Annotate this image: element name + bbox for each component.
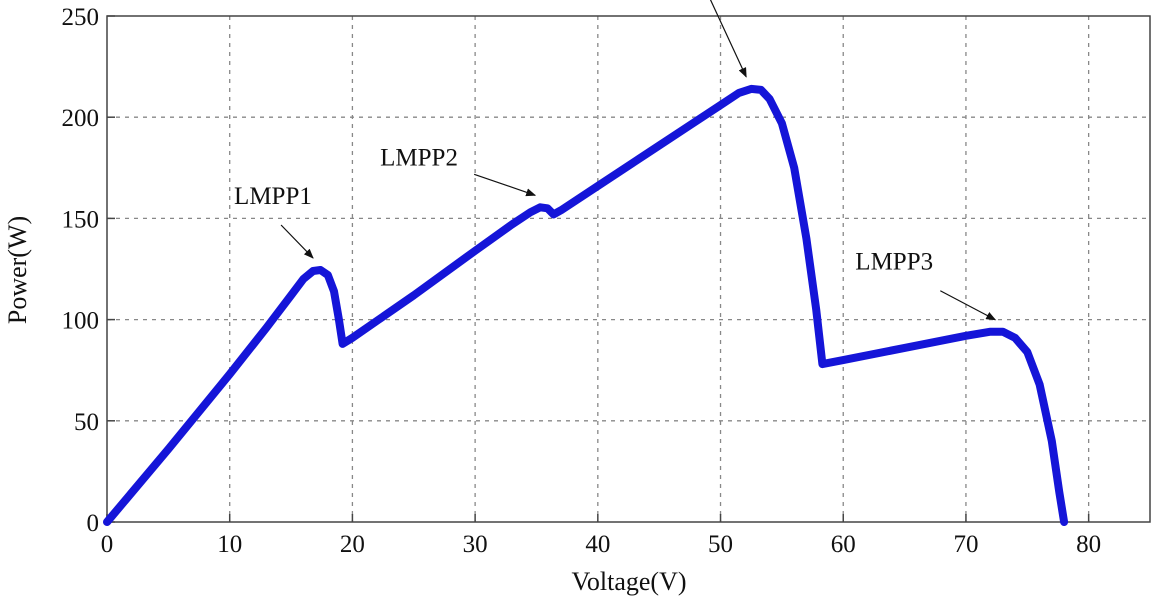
plot-frame [106,15,1151,523]
annotation-arrow [473,173,537,197]
x-tick-label: 0 [101,531,114,558]
annotations: LMPP1LMPP2GMPPLMPP3 [234,0,997,321]
annotation-arrow [280,224,314,259]
y-tick-label: 50 [74,409,99,436]
x-tick-label: 80 [1076,531,1101,558]
annotation-label: LMPP2 [380,144,458,171]
annotation-arrow [709,0,747,78]
power-curve [103,84,1069,526]
annotation-arrow [940,290,997,321]
x-tick-label: 30 [463,531,488,558]
y-tick-label: 0 [87,510,100,537]
grid [107,16,1150,522]
y-tick-label: 100 [62,308,100,335]
y-axis-label: Power(W) [3,216,32,324]
x-tick-label: 50 [708,531,733,558]
y-tick-label: 250 [62,4,100,31]
x-axis-label: Voltage(V) [571,567,686,596]
x-tick-label: 70 [953,531,978,558]
y-tick-label: 200 [62,105,100,132]
y-tick-label: 150 [62,206,100,233]
x-tick-label: 10 [217,531,242,558]
x-tick-label: 40 [585,531,610,558]
x-tick-label: 60 [831,531,856,558]
ticks: 0 10 20 30 40 50 60 70 80 0 50 100 150 200 250 [62,4,1102,558]
annotation-label: LMPP1 [234,183,312,210]
annotation-label: LMPP3 [855,249,933,276]
x-tick-label: 20 [340,531,365,558]
